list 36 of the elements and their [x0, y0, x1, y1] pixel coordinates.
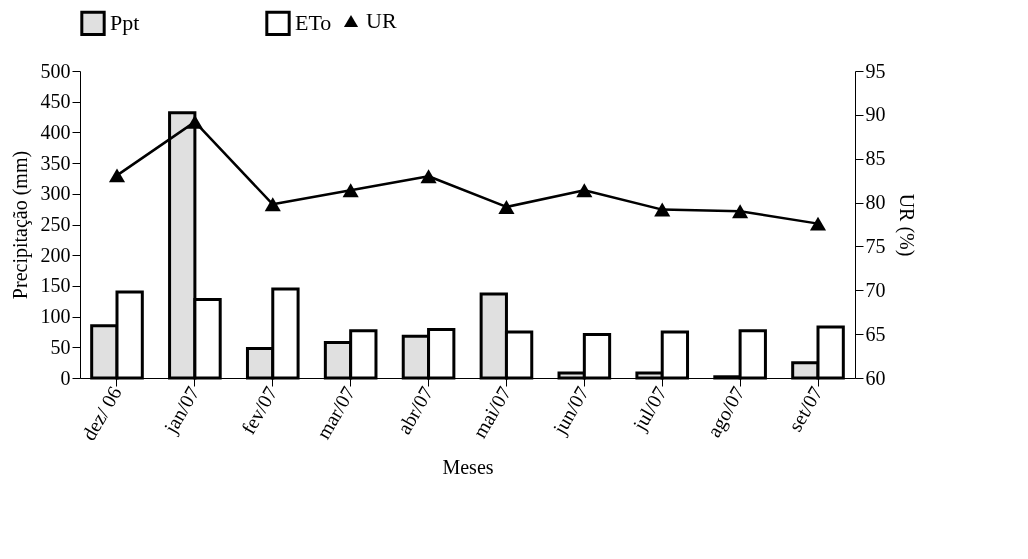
- y2-tick-label: 65: [865, 322, 886, 345]
- y-axis-title: Precipitação (mm): [8, 150, 32, 300]
- y2-tick-label: 85: [865, 147, 886, 170]
- point: [732, 204, 749, 219]
- y2-tick-label: 80: [865, 191, 886, 214]
- point: [498, 199, 515, 214]
- y2-tick-label: 70: [865, 278, 886, 301]
- y-tick-label: 200: [40, 243, 71, 266]
- y-tick-label: 400: [40, 120, 71, 143]
- point: [420, 169, 437, 184]
- point: [576, 183, 593, 198]
- y2-tick-label: 75: [865, 234, 886, 257]
- y-tick-label: 300: [40, 182, 71, 205]
- y2-axis-title: UR (%): [894, 193, 918, 257]
- x-tick-label: dez/ 06: [77, 382, 126, 444]
- y-tick-label: 100: [40, 305, 71, 328]
- legend-label: UR: [366, 8, 397, 33]
- y2-tick-label: 60: [865, 366, 886, 389]
- y2-tick-label: 95: [865, 59, 886, 82]
- y-tick-label: 350: [40, 151, 71, 174]
- y-tick-label: 500: [40, 59, 71, 82]
- y-tick-label: 0: [60, 366, 71, 389]
- y-tick-label: 250: [40, 213, 71, 235]
- point: [654, 202, 671, 217]
- legend-label: ETo: [295, 10, 332, 36]
- point: [108, 168, 126, 183]
- y2-tick-label: 90: [865, 103, 886, 126]
- point: [809, 216, 827, 231]
- legend-label: Ppt: [110, 10, 140, 36]
- point: [342, 183, 359, 198]
- y-tick-label: 450: [40, 90, 71, 113]
- point: [264, 197, 281, 212]
- point: [186, 114, 203, 129]
- y-tick-label: 50: [50, 335, 71, 358]
- x-axis-title: Meses: [442, 456, 494, 478]
- y-tick-label: 150: [40, 274, 71, 297]
